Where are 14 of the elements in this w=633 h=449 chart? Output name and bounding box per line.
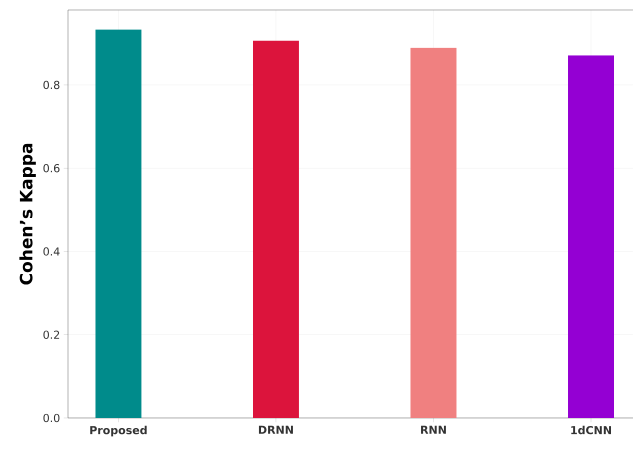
y-axis-title: Cohen’s Kappa: [19, 144, 36, 285]
bar: [252, 40, 299, 418]
y-tick-label: 0.6: [43, 164, 60, 172]
y-tick-label: 0.0: [43, 414, 60, 422]
bar: [95, 30, 142, 418]
x-tick-label: 1dCNN: [571, 426, 612, 434]
y-tick-label: 0.2: [43, 330, 60, 339]
bar: [568, 55, 614, 418]
y-tick-label: 0.4: [43, 247, 60, 256]
bar: [410, 48, 456, 418]
x-tick-label: Proposed: [90, 426, 147, 436]
x-tick-label: DRNN: [258, 426, 293, 434]
y-tick-label: 0.8: [43, 80, 60, 90]
x-tick-label: RNN: [421, 426, 446, 434]
